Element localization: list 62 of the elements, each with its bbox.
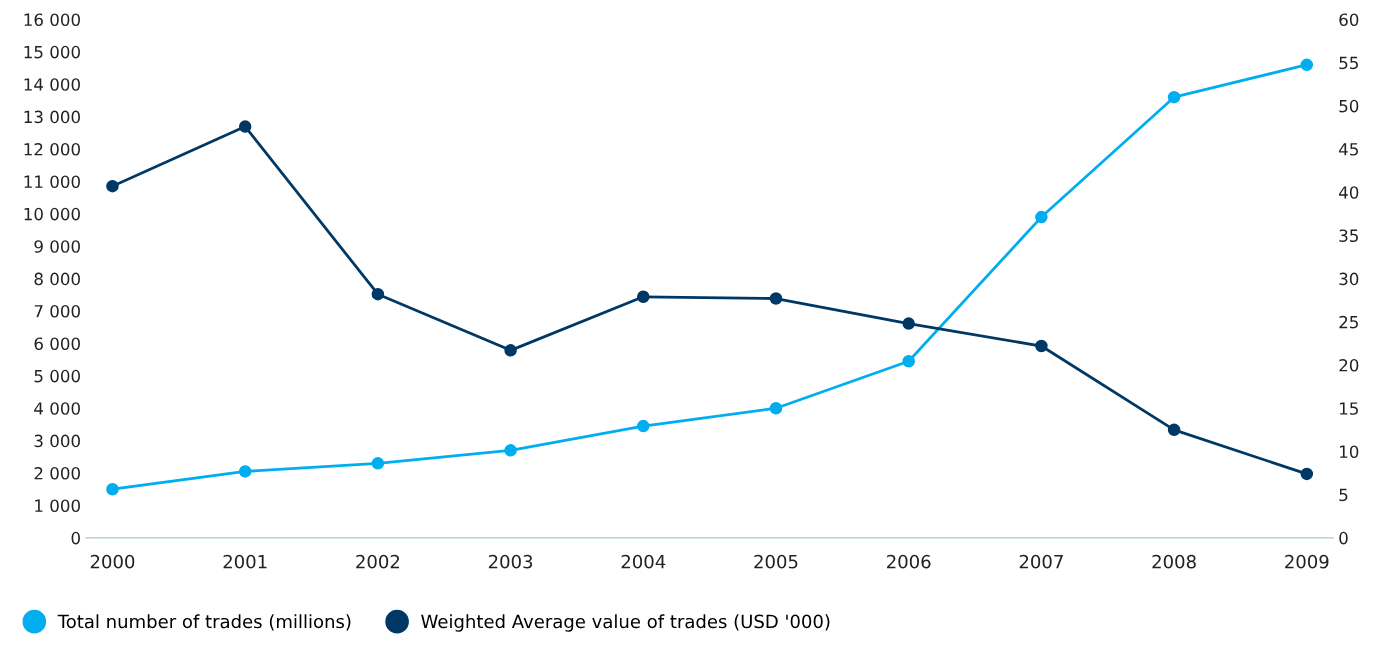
y2-tick-label: 45: [1339, 143, 1358, 156]
y2-tick-label: 40: [1339, 186, 1359, 199]
x-tick-label: 2005: [754, 554, 798, 569]
y2-tick-label: 10: [1340, 445, 1359, 459]
x-tick-label: 2001: [223, 554, 267, 569]
point: [902, 317, 915, 330]
y2-tick-label: 35: [1339, 229, 1358, 243]
y-tick-label: 4 000: [34, 402, 80, 415]
y2-tick-label: 15: [1340, 402, 1358, 415]
point: [504, 344, 517, 357]
y-tick-label: 1 000: [35, 499, 80, 513]
legend-label: Total number of trades (millions): [57, 614, 351, 631]
y2-tick-label: 55: [1339, 56, 1358, 70]
point: [1167, 423, 1181, 437]
y-tick-label: 15 000: [24, 45, 80, 59]
point: [1300, 58, 1314, 72]
x-tick-label: 2003: [488, 554, 533, 569]
point: [769, 292, 783, 305]
point: [371, 287, 385, 301]
x-tick-label: 2000: [90, 554, 135, 569]
y-tick-label: 13 000: [24, 110, 80, 124]
y2-tick-label: 50: [1339, 99, 1359, 113]
point: [902, 355, 915, 368]
y2-tick-label: 30: [1339, 272, 1359, 286]
y-tick-label: 3 000: [34, 434, 80, 448]
x-tick-label: 2008: [1152, 554, 1196, 569]
y2-tick-label: 0: [1339, 531, 1348, 545]
x-tick-label: 2006: [887, 554, 931, 569]
y2-tick-label: 25: [1339, 315, 1358, 329]
y-tick-label: 9 000: [34, 240, 80, 253]
y-tick-label: 6 000: [34, 337, 80, 351]
y-tick-label: 5 000: [34, 369, 80, 383]
y-tick-label: 12 000: [24, 143, 80, 156]
point: [637, 290, 650, 304]
point: [238, 465, 252, 478]
x-tick-label: 2009: [1285, 554, 1329, 569]
point: [238, 120, 252, 133]
point: [1035, 210, 1048, 224]
point: [1300, 467, 1314, 481]
y-tick-label: 2 000: [34, 467, 80, 480]
point: [371, 457, 385, 470]
y2-tick-label: 20: [1339, 359, 1359, 372]
y-tick-label: 7 000: [34, 305, 80, 318]
legend-label: Weighted Average value of trades (USD '000): [421, 614, 830, 632]
point: [504, 444, 517, 457]
y-tick-label: 11 000: [24, 175, 80, 189]
y-tick-label: 14 000: [24, 78, 80, 91]
x-tick-label: 2004: [621, 554, 666, 569]
y-tick-label: 0: [71, 531, 80, 545]
x-tick-label: 2007: [1019, 554, 1063, 569]
y-tick-label: 10 000: [24, 207, 80, 221]
x-tick-label: 2002: [356, 554, 400, 569]
point: [1167, 90, 1181, 104]
y-tick-label: 8 000: [34, 272, 80, 286]
y2-tick-label: 60: [1339, 13, 1359, 27]
y-tick-label: 16 000: [24, 13, 80, 27]
point: [769, 401, 783, 415]
y2-tick-label: 5: [1339, 488, 1348, 502]
point: [1035, 339, 1048, 353]
point: [637, 419, 650, 433]
point: [106, 482, 119, 496]
point: [106, 179, 119, 193]
